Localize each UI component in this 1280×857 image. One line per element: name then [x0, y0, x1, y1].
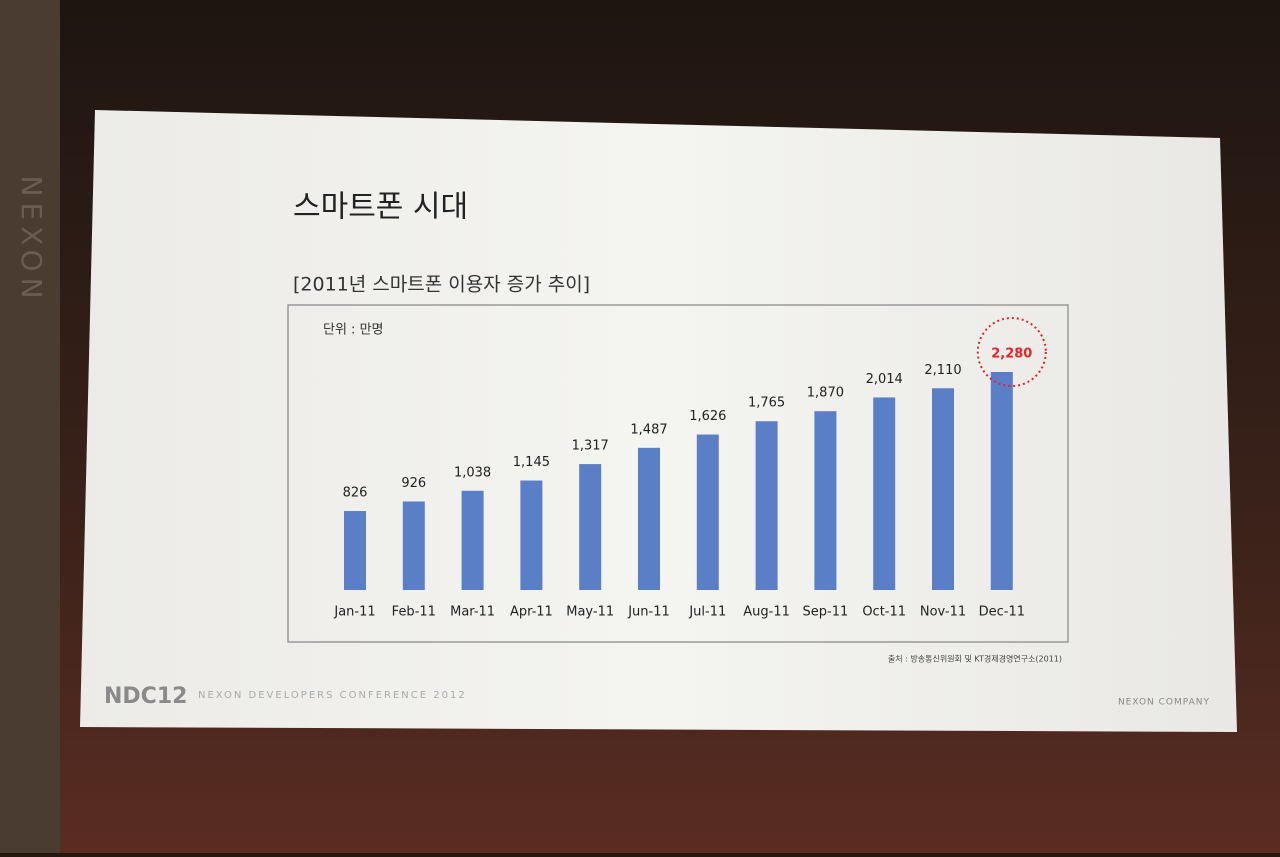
chart-frame	[287, 304, 1069, 643]
bar	[755, 421, 778, 590]
x-tick-label: Apr-11	[510, 605, 553, 620]
value-label: 1,487	[630, 422, 667, 437]
value-label: 1,765	[748, 396, 785, 411]
bar	[873, 397, 896, 590]
bar	[461, 490, 484, 590]
x-tick-label: May-11	[566, 605, 614, 620]
x-tick-label: Feb-11	[392, 605, 436, 620]
bar	[638, 447, 660, 590]
x-tick-label: Sep-11	[803, 605, 849, 620]
value-label: 1,038	[454, 465, 491, 480]
x-tick-label: Jan-11	[333, 605, 375, 620]
x-tick-label: Jun-11	[627, 605, 670, 620]
bar	[344, 511, 366, 590]
value-label: 1,870	[807, 386, 844, 401]
logo: NDC12	[104, 684, 187, 709]
bar	[579, 464, 602, 590]
x-tick-label: Dec-11	[979, 605, 1025, 620]
x-tick-label: Jul-11	[688, 605, 726, 620]
value-label: 2,280	[991, 347, 1032, 362]
value-label: 2,110	[924, 363, 961, 378]
slide	[80, 110, 1237, 732]
bar	[814, 411, 837, 590]
x-tick-label: Nov-11	[920, 605, 966, 620]
bar	[990, 372, 1013, 590]
bar	[520, 480, 543, 590]
value-label: 826	[343, 486, 368, 501]
x-tick-label: Oct-11	[862, 605, 906, 620]
slide-title: 스마트폰 시대	[293, 190, 468, 225]
chart-subtitle: [2011년 스마트폰 이용자 증가 추이]	[293, 274, 590, 296]
x-tick-label: Aug-11	[743, 605, 790, 620]
company: NEXON COMPANY	[1118, 698, 1210, 708]
source-note: 출처 : 방송통신위원회 및 KT경제경영연구소(2011)	[888, 654, 1062, 664]
side-panel	[0, 0, 60, 853]
bar	[932, 388, 954, 590]
value-label: 926	[401, 476, 426, 491]
x-tick-label: Mar-11	[450, 605, 495, 620]
unit-note: 단위 : 만명	[323, 323, 384, 338]
value-label: 1,145	[513, 455, 550, 470]
value-label: 1,626	[689, 409, 726, 424]
value-label: 1,317	[572, 439, 609, 454]
highlight-circle	[976, 317, 1047, 387]
conference: NEXON DEVELOPERS CONFERENCE 2012	[198, 690, 467, 701]
bar	[696, 434, 719, 590]
value-label: 2,014	[866, 372, 903, 387]
side-brand: NEXON	[15, 175, 48, 304]
bar	[402, 501, 425, 590]
